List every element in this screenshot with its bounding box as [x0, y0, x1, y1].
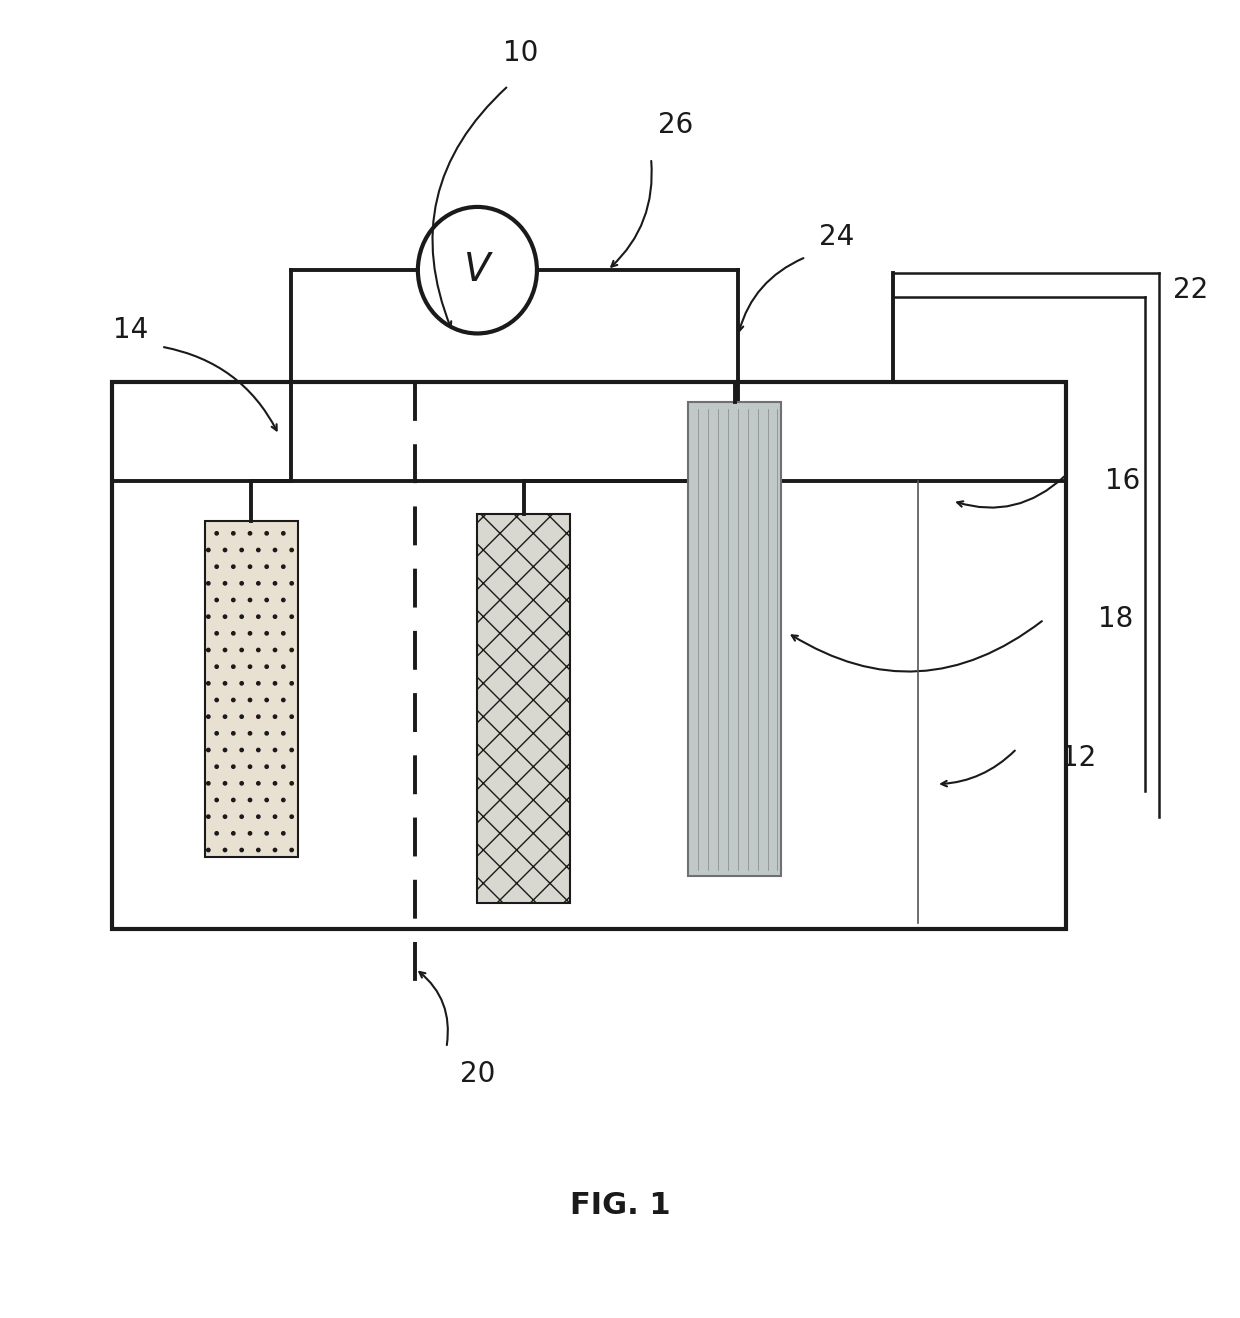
Bar [205, 521, 298, 857]
Text: 14: 14 [113, 315, 148, 344]
Text: 20: 20 [460, 1060, 495, 1089]
Text: 12: 12 [1061, 743, 1096, 772]
Bar [688, 402, 781, 876]
Text: FIG. 1: FIG. 1 [569, 1191, 671, 1220]
Text: V: V [464, 252, 491, 289]
Text: 26: 26 [658, 111, 693, 140]
Text: 10: 10 [503, 38, 538, 67]
Text: 18: 18 [1099, 605, 1133, 634]
Bar [112, 382, 1066, 929]
Text: 16: 16 [1105, 467, 1140, 496]
Text: 24: 24 [820, 223, 854, 252]
Bar [477, 514, 570, 903]
Text: 22: 22 [1173, 275, 1208, 304]
